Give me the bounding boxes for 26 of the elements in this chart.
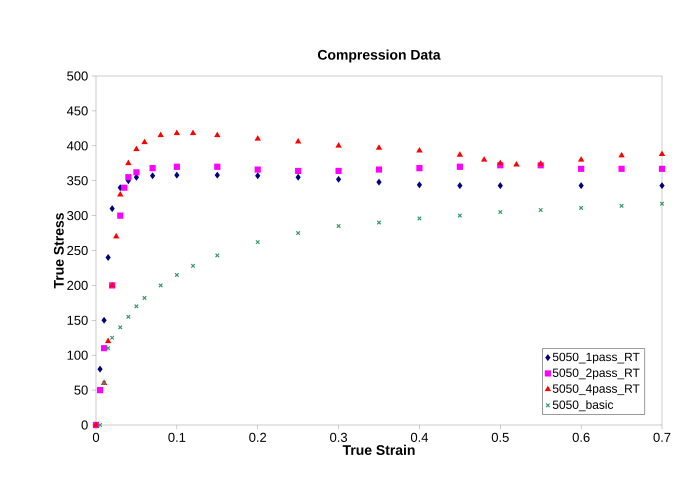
x-tick-label: 0.4 [410, 432, 428, 442]
x-tick-label: 0.5 [492, 432, 509, 442]
y-tick-label: 200 [67, 280, 88, 290]
x-tick-label: 0.3 [330, 432, 348, 442]
y-axis-title: True Stress [54, 213, 64, 288]
legend-label: 5050_basic [552, 400, 614, 412]
y-tick-label: 450 [66, 106, 88, 116]
y-tick-label: 0 [82, 420, 88, 430]
legend-label: 5050_2pass_RT [552, 368, 640, 380]
x-axis-title: True Strain [342, 444, 415, 456]
x-tick-label: 0.7 [654, 432, 670, 442]
y-tick-label: 100 [68, 350, 88, 360]
x-tick-label: 0.6 [572, 432, 590, 442]
legend-label: 5050_4pass_RT [552, 384, 640, 396]
y-tick-label: 50 [74, 386, 88, 395]
chart-title: Compression Data [318, 50, 441, 62]
x-tick-label: 0.2 [249, 432, 266, 442]
legend-label: 5050_1pass_RT [552, 352, 640, 364]
y-tick-label: 500 [67, 71, 88, 81]
y-tick-label: 400 [66, 141, 88, 150]
y-tick-label: 250 [67, 246, 88, 256]
x-tick-label: 0.1 [168, 432, 186, 442]
y-tick-label: 350 [67, 176, 88, 186]
x-tick-label: 0 [92, 432, 100, 442]
y-tick-label: 150 [68, 316, 88, 325]
y-tick-label: 300 [67, 211, 88, 220]
